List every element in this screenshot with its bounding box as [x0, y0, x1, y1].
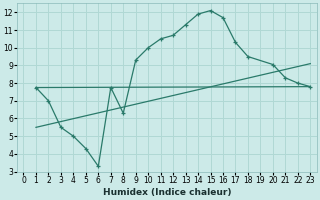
X-axis label: Humidex (Indice chaleur): Humidex (Indice chaleur): [103, 188, 231, 197]
